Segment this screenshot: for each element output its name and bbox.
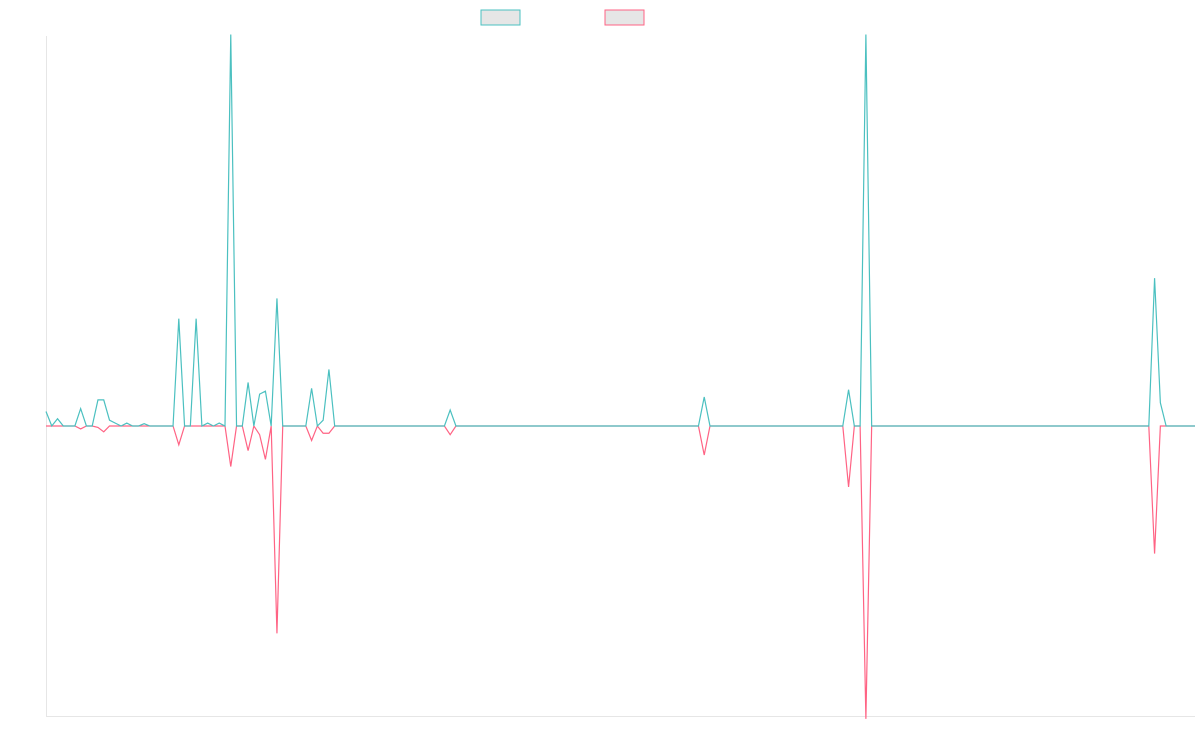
series-a-point[interactable] xyxy=(79,407,83,411)
series-a-point[interactable] xyxy=(113,421,117,425)
series-b-point[interactable] xyxy=(246,449,250,453)
series-a-point[interactable] xyxy=(108,418,112,422)
series-a-point[interactable] xyxy=(125,421,129,425)
series-b-point[interactable] xyxy=(448,433,452,437)
series-b-point[interactable] xyxy=(864,717,868,721)
legend-swatch-series-a[interactable] xyxy=(480,9,521,26)
series-a-point[interactable] xyxy=(310,386,314,390)
series-b-point[interactable] xyxy=(275,631,279,635)
series-a-point[interactable] xyxy=(217,421,221,425)
series-b-point[interactable] xyxy=(310,439,314,443)
series-b-point[interactable] xyxy=(1153,552,1157,556)
series-b-point[interactable] xyxy=(847,485,851,489)
series-b-point[interactable] xyxy=(702,453,706,457)
series-b-point[interactable] xyxy=(96,425,100,429)
series-a-point[interactable] xyxy=(847,388,851,392)
series-a-point[interactable] xyxy=(142,422,146,426)
series-a-point[interactable] xyxy=(206,421,210,425)
series-b-point[interactable] xyxy=(321,431,325,435)
series-a-point[interactable] xyxy=(44,410,48,414)
series-a-point[interactable] xyxy=(96,398,100,402)
series-a-point[interactable] xyxy=(246,381,250,385)
series-a-line xyxy=(45,34,1195,428)
series-a-point[interactable] xyxy=(275,296,279,300)
series-b-point[interactable] xyxy=(102,430,106,434)
series-layer xyxy=(44,33,1195,721)
legend xyxy=(480,9,645,26)
series-a-point[interactable] xyxy=(327,367,331,371)
series-b-point[interactable] xyxy=(229,465,233,469)
series-a-point[interactable] xyxy=(177,317,181,321)
series-a-point[interactable] xyxy=(229,33,233,37)
series-a-point[interactable] xyxy=(258,392,262,396)
series-a-point[interactable] xyxy=(448,408,452,412)
axes xyxy=(46,36,1195,717)
series-a-point[interactable] xyxy=(1158,401,1162,405)
series-b-point[interactable] xyxy=(79,427,83,431)
series-b-point[interactable] xyxy=(177,443,181,447)
series-a-point[interactable] xyxy=(56,417,60,421)
series-a-point[interactable] xyxy=(194,317,198,321)
series-a-point[interactable] xyxy=(864,33,868,37)
series-a-point[interactable] xyxy=(263,389,267,393)
series-b-point[interactable] xyxy=(258,433,262,437)
series-a-point[interactable] xyxy=(1153,276,1157,280)
series-a-point[interactable] xyxy=(702,395,706,399)
series-a-point[interactable] xyxy=(102,398,106,402)
series-b-point[interactable] xyxy=(263,457,267,461)
series-b-line xyxy=(46,424,1195,719)
series-b-point[interactable] xyxy=(327,431,331,435)
series-a-point[interactable] xyxy=(321,418,325,422)
legend-swatch-series-b[interactable] xyxy=(604,9,645,26)
